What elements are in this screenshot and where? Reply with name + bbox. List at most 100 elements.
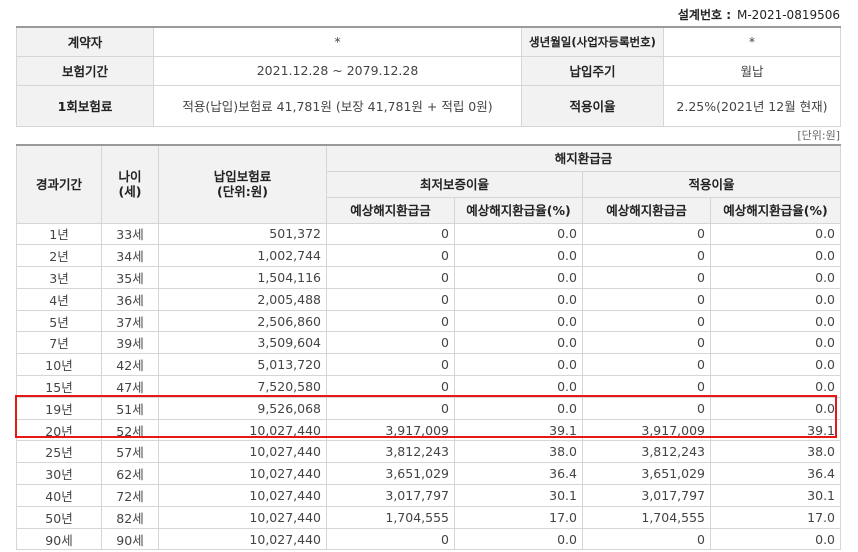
premium-label: 1회보험료	[16, 84, 154, 127]
cell-elapsed: 1년	[16, 222, 102, 246]
cell-paid-premium: 501,372	[158, 222, 327, 246]
cell-applied-expected-ratio: 0.0	[709, 244, 842, 268]
table-row: 1년 33세 501,372 0 0.0 0 0.0	[16, 222, 842, 246]
cell-min-expected-ratio: 36.4	[454, 462, 583, 486]
rate-label: 적용이율	[521, 84, 664, 127]
cell-applied-expected-ratio: 0.0	[709, 309, 842, 333]
cell-applied-expected-refund: 0	[582, 331, 711, 355]
cell-min-expected-refund: 0	[326, 396, 455, 420]
cell-applied-expected-ratio: 30.1	[709, 484, 842, 507]
header-applied-rate: 적용이율	[581, 170, 842, 198]
cell-min-expected-refund: 1,704,555	[326, 505, 455, 529]
cell-min-expected-refund: 0	[326, 353, 455, 377]
period-value: 2021.12.28 ~ 2079.12.28	[153, 55, 522, 86]
cell-applied-expected-refund: 0	[582, 244, 711, 268]
cell-min-expected-refund: 3,017,797	[326, 484, 455, 507]
cell-min-expected-refund: 0	[326, 266, 455, 289]
cell-applied-expected-refund: 0	[582, 396, 711, 420]
cell-age: 72세	[101, 484, 159, 507]
cell-elapsed: 40년	[16, 484, 102, 507]
table-row: 25년 57세 10,027,440 3,812,243 38.0 3,812,243 38…	[16, 440, 842, 464]
cell-applied-expected-ratio: 0.0	[709, 353, 842, 377]
pay-cycle-value: 월납	[663, 55, 841, 86]
cell-applied-expected-refund: 3,812,243	[582, 440, 711, 464]
premium-value: 적용(납입)보험료 41,781원 (보장 41,781원 + 적립 0원)	[153, 84, 522, 127]
cell-elapsed: 3년	[16, 266, 102, 289]
cell-elapsed: 20년	[16, 418, 102, 442]
cell-applied-expected-ratio: 38.0	[709, 440, 842, 464]
cell-applied-expected-ratio: 0.0	[709, 331, 842, 355]
cell-age: 36세	[101, 287, 159, 311]
cell-elapsed: 7년	[16, 331, 102, 355]
cell-min-expected-ratio: 0.0	[454, 266, 583, 289]
cell-applied-expected-refund: 0	[582, 353, 711, 377]
policy-info-table: 계약자 * 생년월일(사업자등록번호) * 보험기간 2021.12.28 ~ …	[16, 26, 841, 127]
cell-min-expected-ratio: 38.0	[454, 440, 583, 464]
cell-applied-expected-refund: 0	[582, 222, 711, 246]
cell-age: 57세	[101, 440, 159, 464]
cell-min-expected-refund: 3,812,243	[326, 440, 455, 464]
cell-age: 34세	[101, 244, 159, 268]
cell-min-expected-ratio: 0.0	[454, 222, 583, 246]
cell-age: 51세	[101, 396, 159, 420]
cell-paid-premium: 10,027,440	[158, 484, 327, 507]
cell-age: 35세	[101, 266, 159, 289]
rate-value: 2.25%(2021년 12월 현재)	[663, 84, 841, 127]
table-row: 3년 35세 1,504,116 0 0.0 0 0.0	[16, 266, 842, 289]
cell-applied-expected-ratio: 0.0	[709, 527, 842, 551]
cell-paid-premium: 10,027,440	[158, 440, 327, 464]
cell-paid-premium: 2,506,860	[158, 309, 327, 333]
cell-min-expected-refund: 0	[326, 222, 455, 246]
header-age: 나이 (세)	[101, 144, 159, 224]
table-row: 90세 90세 10,027,440 0 0.0 0 0.0	[16, 527, 842, 551]
cell-min-expected-refund: 0	[326, 244, 455, 268]
header-min-guaranteed-rate: 최저보증이율	[326, 170, 583, 198]
header-elapsed: 경과기간	[16, 144, 102, 224]
cell-paid-premium: 9,526,068	[158, 396, 327, 420]
birth-label: 생년월일(사업자등록번호)	[521, 26, 664, 57]
cell-min-expected-refund: 0	[326, 331, 455, 355]
header-min-expected-ratio: 예상해지환급율(%)	[454, 196, 583, 224]
cell-applied-expected-refund: 3,651,029	[582, 462, 711, 486]
cell-age: 37세	[101, 309, 159, 333]
cell-paid-premium: 2,005,488	[158, 287, 327, 311]
cell-paid-premium: 10,027,440	[158, 505, 327, 529]
cell-min-expected-ratio: 0.0	[454, 527, 583, 551]
design-number-value: M-2021-0819506	[737, 8, 840, 22]
cell-elapsed: 2년	[16, 244, 102, 268]
birth-value: *	[663, 26, 841, 57]
cell-elapsed: 10년	[16, 353, 102, 377]
refund-table: 경과기간 나이 (세) 납입보험료 (단위:원) 해지환급금 최저보증이율 적용…	[16, 144, 842, 551]
cell-min-expected-ratio: 0.0	[454, 309, 583, 333]
cell-applied-expected-refund: 0	[582, 287, 711, 311]
cell-elapsed: 90세	[16, 527, 102, 551]
cell-paid-premium: 1,002,744	[158, 244, 327, 268]
cell-age: 82세	[101, 505, 159, 529]
cell-elapsed: 5년	[16, 309, 102, 333]
cell-elapsed: 15년	[16, 375, 102, 398]
cell-applied-expected-ratio: 0.0	[709, 222, 842, 246]
cell-min-expected-ratio: 0.0	[454, 331, 583, 355]
table-row: 20년 52세 10,027,440 3,917,009 39.1 3,917,009 39…	[16, 418, 842, 442]
cell-applied-expected-refund: 0	[582, 309, 711, 333]
cell-min-expected-refund: 0	[326, 287, 455, 311]
cell-age: 62세	[101, 462, 159, 486]
cell-min-expected-refund: 0	[326, 527, 455, 551]
cell-min-expected-ratio: 39.1	[454, 418, 583, 442]
table-row: 30년 62세 10,027,440 3,651,029 36.4 3,651,029 36…	[16, 462, 842, 486]
header-applied-expected-ratio: 예상해지환급율(%)	[709, 196, 842, 224]
cell-applied-expected-ratio: 17.0	[709, 505, 842, 529]
cell-min-expected-ratio: 17.0	[454, 505, 583, 529]
cell-paid-premium: 5,013,720	[158, 353, 327, 377]
cell-applied-expected-refund: 0	[582, 375, 711, 398]
unit-note: [단위:원]	[797, 129, 840, 142]
cell-min-expected-ratio: 0.0	[454, 396, 583, 420]
table-row: 19년 51세 9,526,068 0 0.0 0 0.0	[16, 396, 842, 420]
cell-applied-expected-refund: 0	[582, 266, 711, 289]
cell-age: 39세	[101, 331, 159, 355]
cell-min-expected-refund: 3,917,009	[326, 418, 455, 442]
table-row: 7년 39세 3,509,604 0 0.0 0 0.0	[16, 331, 842, 355]
cell-min-expected-ratio: 0.0	[454, 353, 583, 377]
header-surrender-refund: 해지환급금	[325, 144, 842, 172]
cell-age: 52세	[101, 418, 159, 442]
